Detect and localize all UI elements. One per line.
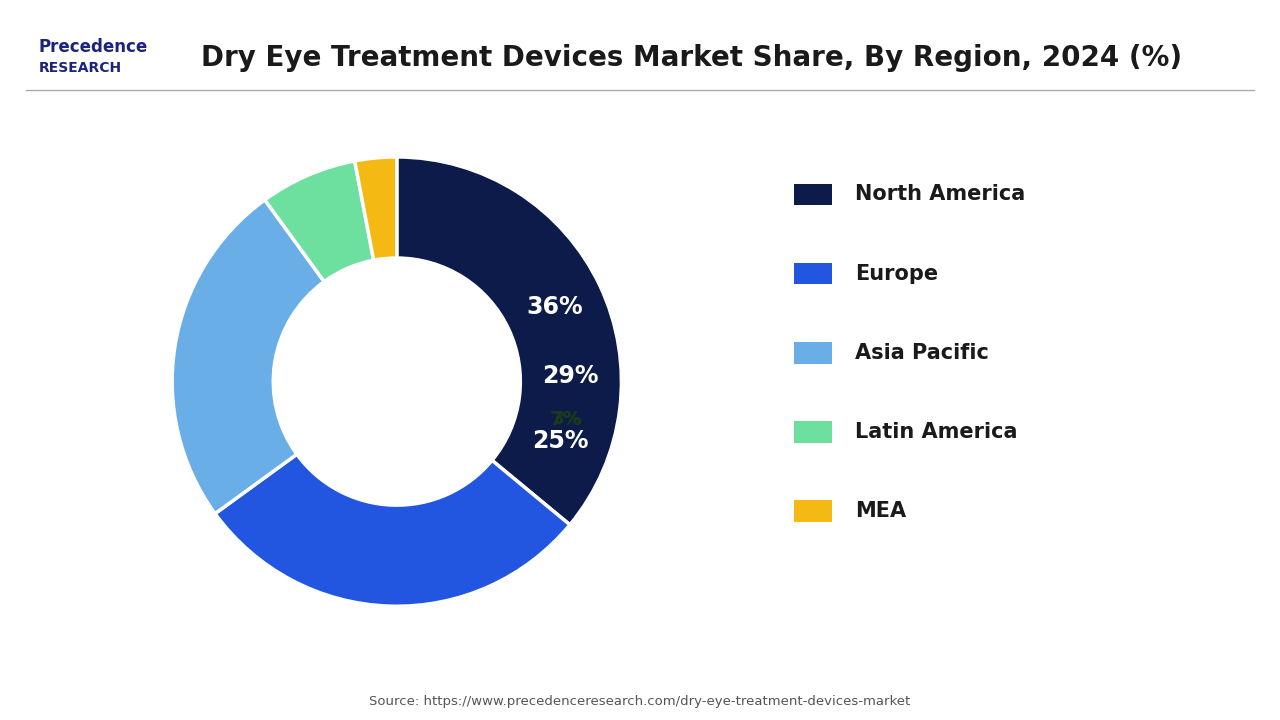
Text: 25%: 25%: [532, 429, 589, 453]
Text: 7%: 7%: [550, 410, 584, 429]
Text: RESEARCH: RESEARCH: [38, 61, 122, 76]
Text: Dry Eye Treatment Devices Market Share, By Region, 2024 (%): Dry Eye Treatment Devices Market Share, …: [201, 44, 1181, 71]
Text: Europe: Europe: [855, 264, 938, 284]
Wedge shape: [265, 161, 374, 282]
Wedge shape: [397, 157, 621, 525]
Text: North America: North America: [855, 184, 1025, 204]
Text: 36%: 36%: [526, 295, 582, 320]
Wedge shape: [215, 454, 570, 606]
Wedge shape: [173, 200, 324, 513]
Text: Precedence: Precedence: [38, 37, 147, 55]
Wedge shape: [355, 157, 397, 260]
Text: MEA: MEA: [855, 501, 906, 521]
Text: 29%: 29%: [543, 364, 599, 388]
Text: Asia Pacific: Asia Pacific: [855, 343, 989, 363]
Text: Latin America: Latin America: [855, 422, 1018, 442]
Text: 3%: 3%: [553, 410, 581, 428]
Text: Source: https://www.precedenceresearch.com/dry-eye-treatment-devices-market: Source: https://www.precedenceresearch.c…: [370, 696, 910, 708]
